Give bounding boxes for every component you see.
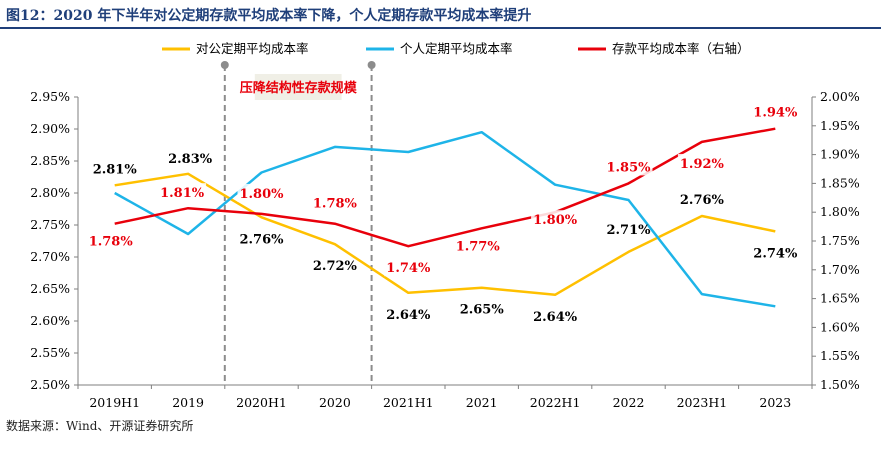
deposit-data-label: 1.78%: [313, 197, 358, 212]
right-tick-label: 1.55%: [820, 348, 860, 363]
left-tick-label: 2.75%: [30, 217, 70, 232]
legend: 对公定期平均成本率 个人定期平均成本率 存款平均成本率（右轴）: [162, 41, 750, 56]
x-tick-label: 2022: [613, 395, 645, 410]
right-tick-label: 1.90%: [820, 147, 860, 162]
deposit-data-label: 1.94%: [753, 106, 798, 121]
right-tick-label: 1.95%: [820, 118, 860, 133]
legend-label: 个人定期平均成本率: [400, 41, 513, 56]
personal-time-deposit-line: [114, 130, 776, 308]
corporate-data-label: 2.76%: [680, 193, 725, 208]
corporate-data-label: 2.64%: [533, 310, 578, 325]
right-tick-label: 1.65%: [820, 291, 860, 306]
corporate-time-deposit-line: [114, 172, 776, 297]
corporate-data-label: 2.72%: [313, 259, 358, 274]
deposit-label-bg: [310, 193, 359, 212]
corporate-data-label: 2.74%: [753, 246, 798, 261]
right-tick-label: 1.70%: [820, 262, 860, 277]
deposit-data-label: 1.74%: [386, 261, 431, 276]
right-tick-label: 1.85%: [820, 175, 860, 190]
deposit-label-bg: [531, 210, 580, 229]
x-tick-label: 2019H1: [89, 395, 140, 410]
corporate-data-label: 2.64%: [386, 308, 431, 323]
corporate-data-label: 2.65%: [460, 303, 505, 318]
source-note: 数据来源：Wind、开源证券研究所: [6, 419, 194, 433]
deposit-label-bg: [86, 231, 135, 250]
left-tick-label: 2.55%: [30, 345, 70, 360]
deposit-data-label: 1.80%: [239, 187, 284, 202]
right-tick-label: 2.00%: [820, 89, 860, 104]
chart-title: 图12：2020 年下半年对公定期存款平均成本率下降，个人定期存款平均成本率提升: [6, 8, 532, 24]
deposit-label-bg: [158, 183, 207, 202]
annotation-band: 压降结构性存款规模: [220, 61, 376, 385]
deposit-label-bg: [677, 153, 726, 172]
right-tick-label: 1.60%: [820, 319, 860, 334]
corporate-data-label: 2.83%: [168, 152, 213, 167]
corporate-data-label: 2.71%: [606, 223, 651, 238]
deposit-label-bg: [237, 183, 286, 202]
axes: 2.50% 2.55% 2.60% 2.65% 2.70% 2.75% 2.80% 2.85%…: [30, 89, 860, 410]
legend-label: 存款平均成本率（右轴）: [612, 41, 750, 56]
right-tick-label: 1.50%: [820, 377, 860, 392]
left-tick-label: 2.70%: [30, 249, 70, 264]
left-tick-label: 2.95%: [30, 89, 70, 104]
deposit-data-label: 1.80%: [533, 213, 578, 228]
left-tick-label: 2.80%: [30, 185, 70, 200]
deposit-label-bg: [453, 236, 502, 255]
deposit-data-label: 1.92%: [680, 157, 725, 172]
x-tick-label: 2020H1: [236, 395, 287, 410]
annotation-box: [254, 74, 342, 100]
x-tick-label: 2021: [466, 395, 498, 410]
annotation-end-dot: [367, 61, 376, 69]
left-tick-label: 2.50%: [30, 377, 70, 392]
corporate-data-label: 2.76%: [239, 232, 284, 247]
right-tick-label: 1.80%: [820, 204, 860, 219]
deposit-data-label: 1.78%: [89, 235, 134, 250]
x-tick-label: 2020: [319, 395, 351, 410]
left-tick-label: 2.60%: [30, 313, 70, 328]
left-tick-label: 2.85%: [30, 153, 70, 168]
annotation-text: 压降结构性存款规模: [240, 80, 358, 96]
deposit-data-label: 1.85%: [606, 160, 651, 175]
left-tick-label: 2.90%: [30, 121, 70, 136]
deposit-label-bg: [751, 102, 800, 121]
x-tick-label: 2022H1: [530, 395, 581, 410]
x-tick-label: 2021H1: [383, 395, 434, 410]
title-rule: [0, 27, 881, 29]
annotation-start-dot: [220, 61, 229, 69]
deposit-label-bg: [384, 258, 433, 277]
series-lines: [114, 127, 776, 308]
deposit-label-bg: [604, 157, 653, 176]
data-labels: 2.81% 2.83% 2.76% 2.72% 2.64% 2.65% 2.64% 2.71%…: [86, 102, 800, 325]
left-tick-label: 2.65%: [30, 281, 70, 296]
deposit-cost-line: [114, 127, 776, 248]
legend-label: 对公定期平均成本率: [196, 41, 309, 56]
deposit-data-label: 1.77%: [456, 239, 501, 254]
chart-svg: 对公定期平均成本率 个人定期平均成本率 存款平均成本率（右轴） 压降结构性存款规模 …: [30, 41, 860, 410]
x-tick-label: 2023: [759, 395, 791, 410]
deposit-data-label: 1.81%: [160, 186, 205, 201]
x-tick-label: 2023H1: [677, 395, 728, 410]
x-tick-label: 2019: [172, 395, 204, 410]
corporate-data-label: 2.81%: [93, 162, 138, 177]
right-tick-label: 1.75%: [820, 233, 860, 248]
